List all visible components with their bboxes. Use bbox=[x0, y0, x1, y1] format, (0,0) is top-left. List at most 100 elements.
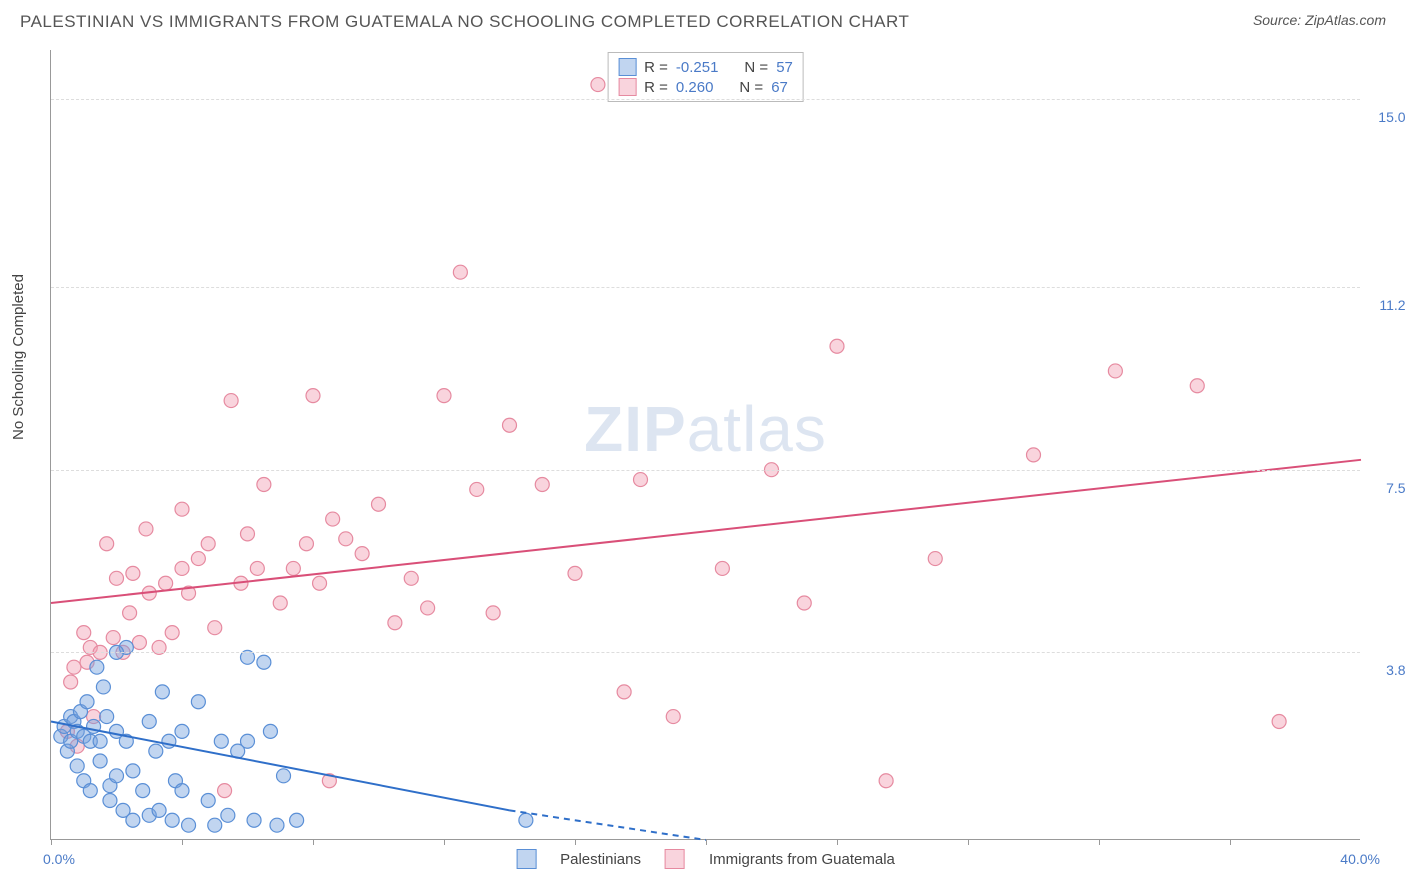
data-point bbox=[149, 744, 163, 758]
data-point bbox=[93, 734, 107, 748]
data-point bbox=[372, 497, 386, 511]
data-point bbox=[155, 685, 169, 699]
scatter-svg bbox=[51, 50, 1360, 839]
data-point bbox=[263, 724, 277, 738]
x-tick bbox=[837, 839, 838, 845]
data-point bbox=[470, 482, 484, 496]
data-point bbox=[123, 606, 137, 620]
x-tick bbox=[968, 839, 969, 845]
gridline bbox=[51, 470, 1360, 471]
y-tick-label: 11.2% bbox=[1379, 297, 1406, 313]
data-point bbox=[404, 571, 418, 585]
data-point bbox=[1027, 448, 1041, 462]
trend-line bbox=[51, 722, 510, 811]
n-label: N = bbox=[739, 79, 763, 96]
data-point bbox=[201, 537, 215, 551]
data-point bbox=[286, 561, 300, 575]
data-point bbox=[257, 655, 271, 669]
source-label: Source: ZipAtlas.com bbox=[1253, 12, 1386, 28]
data-point bbox=[175, 561, 189, 575]
data-point bbox=[64, 675, 78, 689]
data-point bbox=[96, 680, 110, 694]
gridline bbox=[51, 652, 1360, 653]
r-value-blue: -0.251 bbox=[676, 59, 719, 76]
x-tick bbox=[706, 839, 707, 845]
data-point bbox=[224, 394, 238, 408]
x-tick bbox=[1099, 839, 1100, 845]
data-point bbox=[928, 552, 942, 566]
data-point bbox=[388, 616, 402, 630]
data-point bbox=[106, 631, 120, 645]
data-point bbox=[100, 710, 114, 724]
data-point bbox=[486, 606, 500, 620]
data-point bbox=[152, 803, 166, 817]
data-point bbox=[191, 695, 205, 709]
swatch-pink bbox=[618, 78, 636, 96]
gridline bbox=[51, 99, 1360, 100]
data-point bbox=[175, 784, 189, 798]
data-point bbox=[132, 636, 146, 650]
data-point bbox=[70, 759, 84, 773]
x-tick bbox=[444, 839, 445, 845]
data-point bbox=[1108, 364, 1122, 378]
data-point bbox=[175, 502, 189, 516]
data-point bbox=[339, 532, 353, 546]
data-point bbox=[273, 596, 287, 610]
data-point bbox=[634, 473, 648, 487]
data-point bbox=[270, 818, 284, 832]
data-point bbox=[214, 734, 228, 748]
gridline bbox=[51, 287, 1360, 288]
y-tick-label: 3.8% bbox=[1386, 662, 1406, 678]
data-point bbox=[453, 265, 467, 279]
n-value-pink: 67 bbox=[771, 79, 788, 96]
data-point bbox=[568, 566, 582, 580]
data-point bbox=[306, 389, 320, 403]
data-point bbox=[165, 813, 179, 827]
data-point bbox=[421, 601, 435, 615]
data-point bbox=[617, 685, 631, 699]
data-point bbox=[797, 596, 811, 610]
data-point bbox=[218, 784, 232, 798]
data-point bbox=[90, 660, 104, 674]
data-point bbox=[191, 552, 205, 566]
data-point bbox=[519, 813, 533, 827]
data-point bbox=[879, 774, 893, 788]
data-point bbox=[165, 626, 179, 640]
data-point bbox=[67, 660, 81, 674]
data-point bbox=[313, 576, 327, 590]
data-point bbox=[208, 621, 222, 635]
x-tick bbox=[51, 839, 52, 845]
data-point bbox=[715, 561, 729, 575]
x-tick bbox=[313, 839, 314, 845]
series-label-blue: Palestinians bbox=[560, 851, 641, 868]
y-axis-label: No Schooling Completed bbox=[10, 274, 27, 440]
data-point bbox=[247, 813, 261, 827]
swatch-blue-icon bbox=[516, 849, 536, 869]
y-tick-label: 7.5% bbox=[1386, 480, 1406, 496]
data-point bbox=[241, 527, 255, 541]
data-point bbox=[326, 512, 340, 526]
data-point bbox=[126, 566, 140, 580]
data-point bbox=[93, 754, 107, 768]
x-tick bbox=[1230, 839, 1231, 845]
data-point bbox=[142, 715, 156, 729]
r-label: R = bbox=[644, 59, 668, 76]
data-point bbox=[277, 769, 291, 783]
data-point bbox=[139, 522, 153, 536]
series-label-pink: Immigrants from Guatemala bbox=[709, 851, 895, 868]
n-label: N = bbox=[744, 59, 768, 76]
x-tick bbox=[182, 839, 183, 845]
data-point bbox=[77, 626, 91, 640]
chart-plot-area: ZIPatlas R = -0.251 N = 57 R = 0.260 N =… bbox=[50, 50, 1360, 840]
y-tick-label: 15.0% bbox=[1378, 109, 1406, 125]
data-point bbox=[83, 784, 97, 798]
data-point bbox=[290, 813, 304, 827]
n-value-blue: 57 bbox=[776, 59, 793, 76]
data-point bbox=[355, 547, 369, 561]
data-point bbox=[830, 339, 844, 353]
data-point bbox=[437, 389, 451, 403]
data-point bbox=[110, 571, 124, 585]
data-point bbox=[535, 478, 549, 492]
x-max-label: 40.0% bbox=[1340, 851, 1380, 867]
data-point bbox=[100, 537, 114, 551]
